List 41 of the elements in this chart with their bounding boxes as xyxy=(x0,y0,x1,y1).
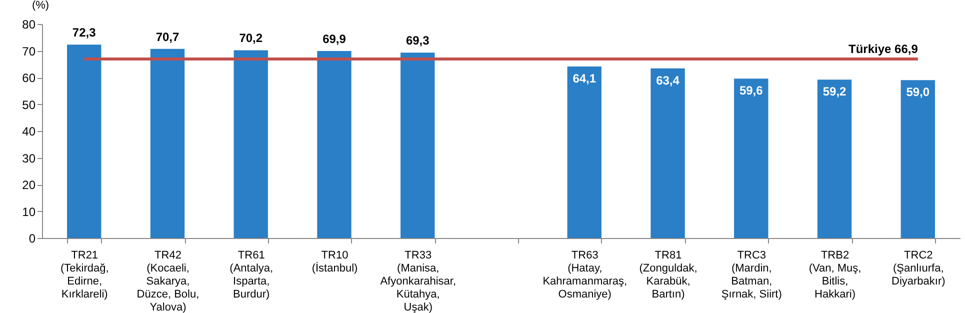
y-axis-title: (%) xyxy=(32,0,50,12)
x-tick-label: TRC3 (Mardin, Batman, Şırnak, Siirt) xyxy=(721,250,782,300)
x-tick-label: TR21 (Tekirdağ, Edirne, Kırklareli) xyxy=(60,250,109,300)
bar xyxy=(150,48,185,238)
bar xyxy=(817,80,852,238)
x-tick-label: TR33 (Manisa, Afyonkarahisar, Kütahya, Uşak) xyxy=(380,250,456,313)
y-tick-label: 40 xyxy=(22,124,36,138)
data-label: 72,3 xyxy=(72,26,96,40)
data-label: 59,6 xyxy=(739,84,764,98)
data-label: 64,1 xyxy=(572,72,596,86)
x-tick-label: TR81 (Zonguldak, Karabük, Bartın) xyxy=(639,250,698,300)
data-label: 70,7 xyxy=(156,30,180,44)
x-tick-label: TRC2 (Şanlıurfa, Diyarbakır) xyxy=(891,250,946,288)
ref-line-label: Türkiye 66,9 xyxy=(848,42,918,56)
x-tick-label: TR42 (Kocaeli, Sakarya, Düzce, Bolu, Yalova) xyxy=(136,250,200,313)
data-label: 63,4 xyxy=(656,73,680,88)
bar xyxy=(234,50,268,238)
y-tick-label: 50 xyxy=(22,98,36,112)
x-tick-label: TRB2 (Van, Muş, Bitlis, Hakkari) xyxy=(808,250,862,300)
data-label: 69,3 xyxy=(406,34,430,48)
y-tick-label: 10 xyxy=(22,204,36,219)
bar xyxy=(67,44,102,238)
x-tick-label: TR61 (Antalya, Isparta, Burdur) xyxy=(230,250,274,300)
data-label: 70,2 xyxy=(239,31,263,46)
bar xyxy=(734,78,768,238)
bar xyxy=(400,52,435,238)
data-label: 69,9 xyxy=(322,32,346,46)
y-tick-label: 20 xyxy=(22,178,36,192)
bar xyxy=(317,51,352,238)
data-label: 59,0 xyxy=(906,85,930,100)
data-label: 59,2 xyxy=(822,84,847,99)
x-tick-label: TR63 (Hatay, Kahramanmaraş, Osmaniye) xyxy=(542,250,628,300)
y-tick-label: 60 xyxy=(22,71,36,85)
bar xyxy=(900,80,935,238)
x-tick-label: TR10 (İstanbul) xyxy=(312,250,358,274)
bar xyxy=(567,66,602,238)
bar xyxy=(650,68,685,238)
y-tick-label: 30 xyxy=(22,151,36,166)
y-tick-label: 80 xyxy=(22,18,36,32)
y-tick-label: 0 xyxy=(28,232,36,246)
y-tick-label: 70 xyxy=(22,44,36,58)
